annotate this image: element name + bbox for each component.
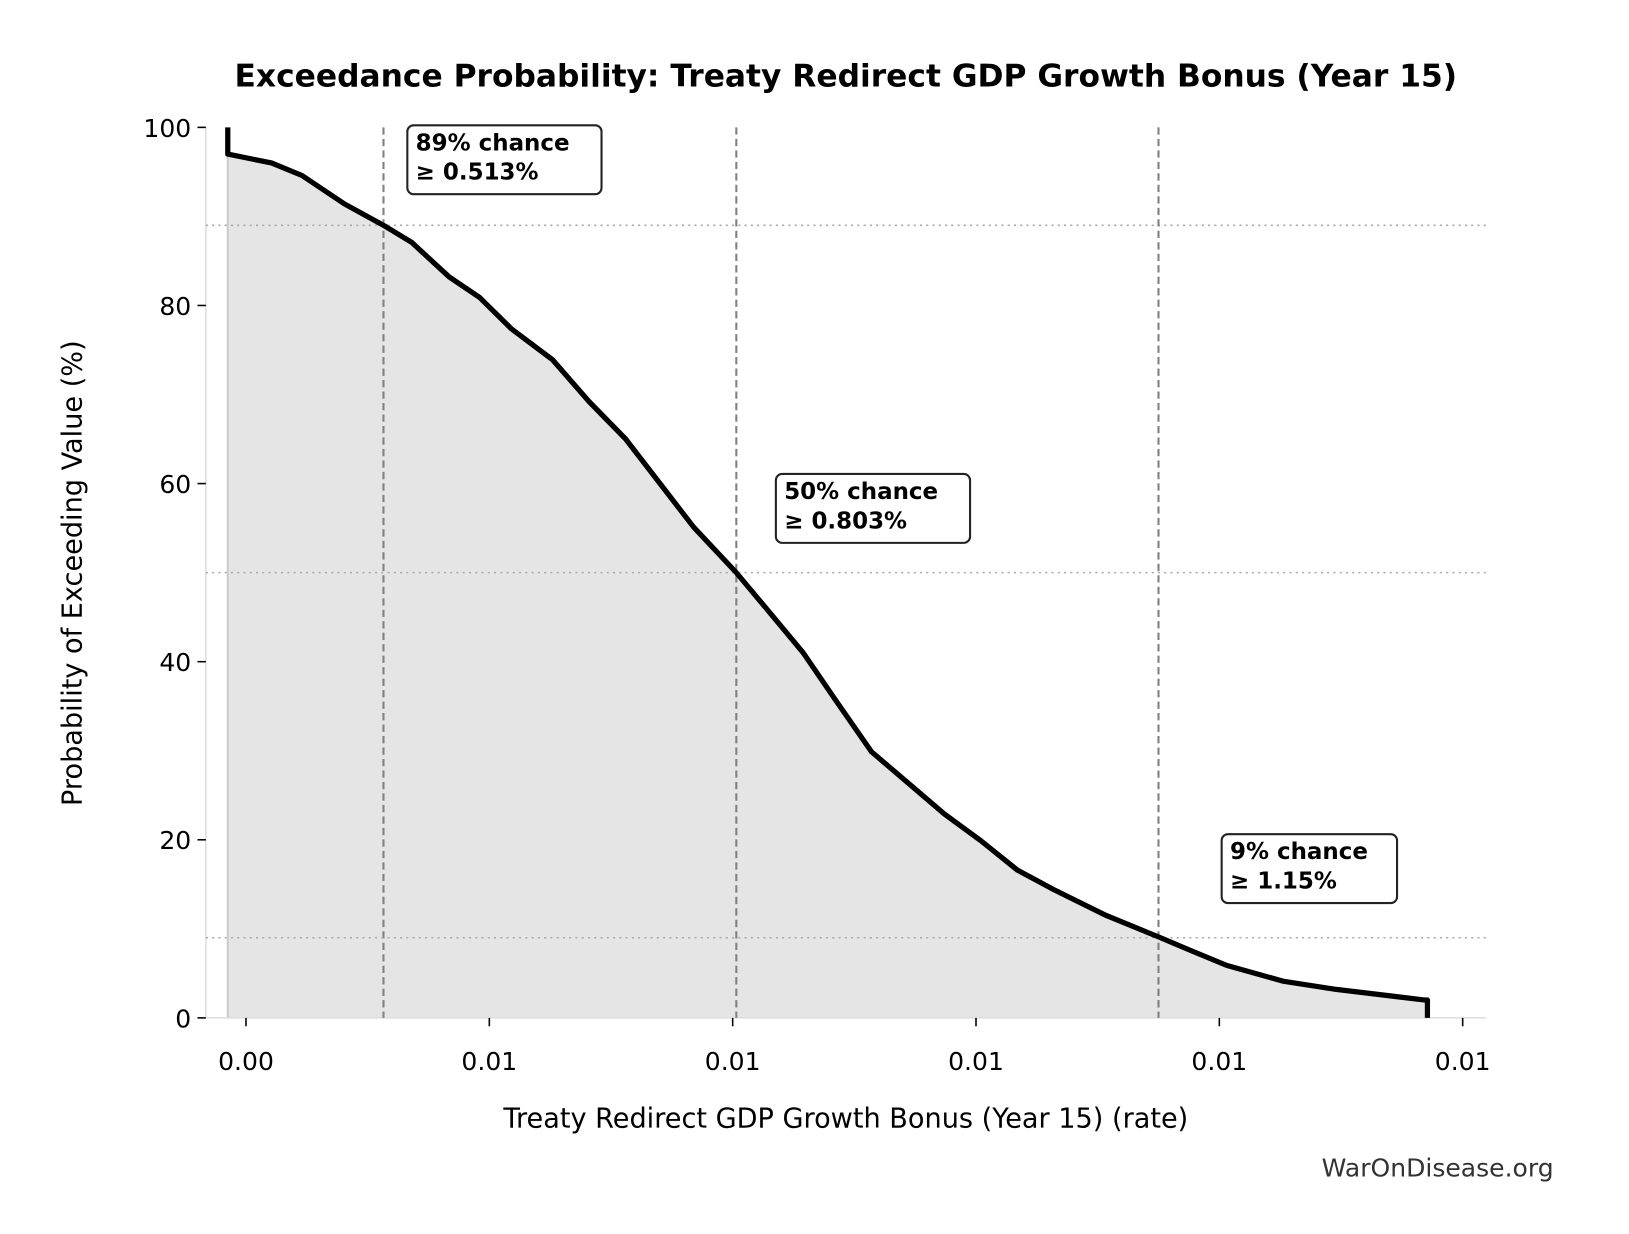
annotation-line1: 9% chance <box>1230 839 1368 865</box>
annotation-border <box>1220 833 1399 905</box>
annotation-box: 50% chance ≥ 0.803% <box>774 472 972 544</box>
y-tick-label: 100 <box>143 114 191 143</box>
annotation-box: 89% chance ≥ 0.513% <box>406 124 603 196</box>
exceedance-line <box>225 127 1431 1018</box>
y-tick-label: 20 <box>159 826 191 855</box>
annotation-line1: 50% chance <box>784 479 938 505</box>
annotation-line2: ≥ 1.15% <box>1230 868 1337 894</box>
annotation-line1: 89% chance <box>416 130 570 156</box>
x-tick-label: 0.01 <box>461 1047 517 1076</box>
y-tick-label: 60 <box>159 470 191 499</box>
annotation-border <box>774 472 972 544</box>
y-axis-label: Probability of Exceeding Value (%) <box>58 340 89 806</box>
chart-title: Exceedance Probability: Treaty Redirect … <box>235 59 1458 95</box>
x-axis-label: Treaty Redirect GDP Growth Bonus (Year 1… <box>502 1104 1188 1135</box>
watermark: WarOnDisease.org <box>1322 1154 1554 1183</box>
x-tick-label: 0.00 <box>218 1047 274 1076</box>
x-tick-label: 0.01 <box>948 1047 1004 1076</box>
annotation-line2: ≥ 0.513% <box>416 160 539 186</box>
x-tick-label: 0.01 <box>1191 1047 1247 1076</box>
area-fill <box>227 127 1428 1018</box>
annotation-box: 9% chance ≥ 1.15% <box>1220 833 1399 905</box>
annotation-line2: ≥ 0.803% <box>784 508 907 534</box>
y-tick-label: 40 <box>159 648 191 677</box>
y-tick-label: 0 <box>175 1004 191 1033</box>
y-tick-label: 80 <box>159 292 191 321</box>
x-tick-label: 0.01 <box>1435 1047 1491 1076</box>
annotation-border <box>406 124 603 196</box>
x-tick-label: 0.01 <box>705 1047 761 1076</box>
